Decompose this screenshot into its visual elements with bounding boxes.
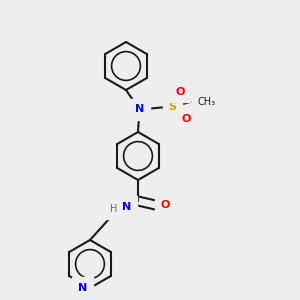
Text: O: O	[175, 86, 185, 97]
Text: N: N	[122, 202, 131, 212]
Text: H: H	[110, 203, 117, 214]
Text: S: S	[169, 101, 176, 112]
Text: N: N	[135, 104, 144, 115]
Text: N: N	[78, 283, 87, 293]
Text: CH₃: CH₃	[198, 97, 216, 107]
Text: O: O	[181, 113, 191, 124]
Text: O: O	[160, 200, 170, 211]
